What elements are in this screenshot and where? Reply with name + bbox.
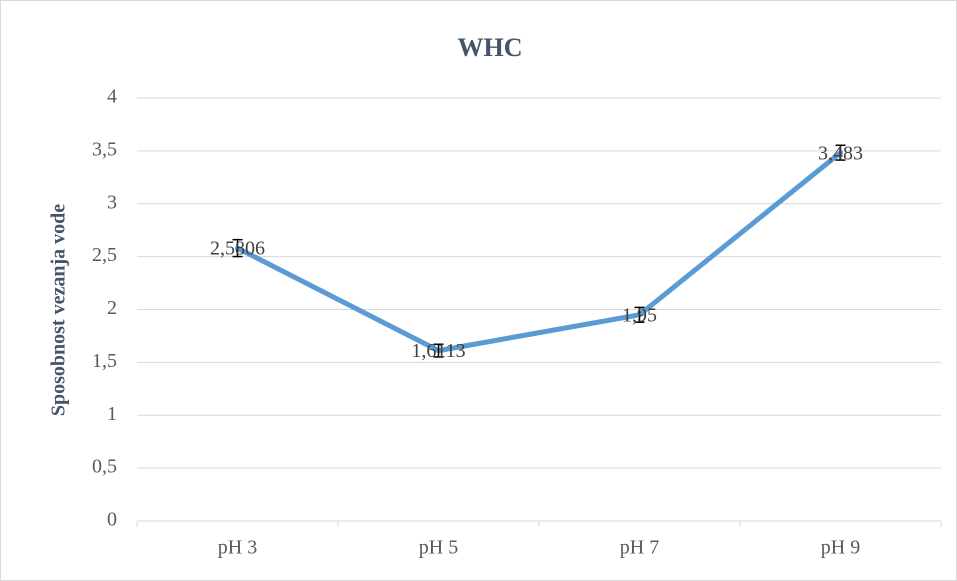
y-axis-label: Sposobnost vezanja vode [48,204,70,416]
chart-title: WHC [458,33,523,62]
line [235,150,843,354]
x-tick-label: pH 7 [620,537,659,559]
y-tick-label: 4 [107,86,117,108]
y-tick-label: 1,5 [92,350,117,372]
x-tick-label: pH 5 [419,537,458,559]
data-label: 2,5806 [210,238,265,260]
y-tick-label: 0 [107,509,117,531]
data-label: 3,483 [818,142,863,164]
data-label: 1,6113 [411,340,465,362]
y-tick-label: 2 [107,297,117,319]
data-label: 1,95 [622,304,657,326]
error-bar [634,306,645,323]
x-tick-label: pH 3 [218,537,257,559]
y-tick-label: 2,5 [92,244,117,266]
error-bar [433,343,444,358]
y-tick-label: 3 [107,191,117,213]
x-tick-label: pH 9 [821,537,860,559]
y-tick-label: 1 [107,403,117,425]
y-tick-label: 0,5 [92,456,117,478]
error-bar [835,144,846,161]
error-bar [232,238,243,258]
y-tick-label: 3,5 [92,138,117,160]
